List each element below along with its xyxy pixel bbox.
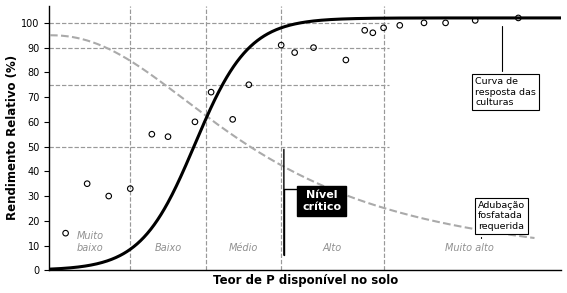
Point <box>341 58 350 62</box>
Point <box>369 30 378 35</box>
Point <box>514 16 523 20</box>
Text: Médio: Médio <box>229 243 258 253</box>
Point <box>290 50 299 55</box>
Point <box>126 186 135 191</box>
Text: Curva de
resposta das
culturas: Curva de resposta das culturas <box>475 26 536 107</box>
Point <box>360 28 369 33</box>
Text: Alto: Alto <box>323 243 342 253</box>
Point <box>244 82 253 87</box>
Point <box>420 21 429 25</box>
Y-axis label: Rendimento Relativo (%): Rendimento Relativo (%) <box>6 55 19 220</box>
Point <box>395 23 404 28</box>
Point <box>191 120 200 124</box>
Point <box>471 18 480 23</box>
Point <box>309 45 318 50</box>
X-axis label: Teor de P disponível no solo: Teor de P disponível no solo <box>213 275 398 287</box>
Point <box>441 21 450 25</box>
Text: Baixo: Baixo <box>154 243 181 253</box>
Point <box>163 134 172 139</box>
Point <box>277 43 286 47</box>
Point <box>147 132 156 137</box>
Point <box>228 117 237 122</box>
Point <box>104 194 113 198</box>
Text: Muito alto: Muito alto <box>446 243 494 253</box>
Point <box>83 181 92 186</box>
Point <box>379 25 388 30</box>
Text: Nível
crítico: Nível crítico <box>302 190 341 212</box>
Point <box>206 90 215 94</box>
Point <box>61 231 70 236</box>
Text: Muito
baixo: Muito baixo <box>77 231 103 253</box>
Text: Adubação
fosfatada
requerida: Adubação fosfatada requerida <box>478 201 525 238</box>
